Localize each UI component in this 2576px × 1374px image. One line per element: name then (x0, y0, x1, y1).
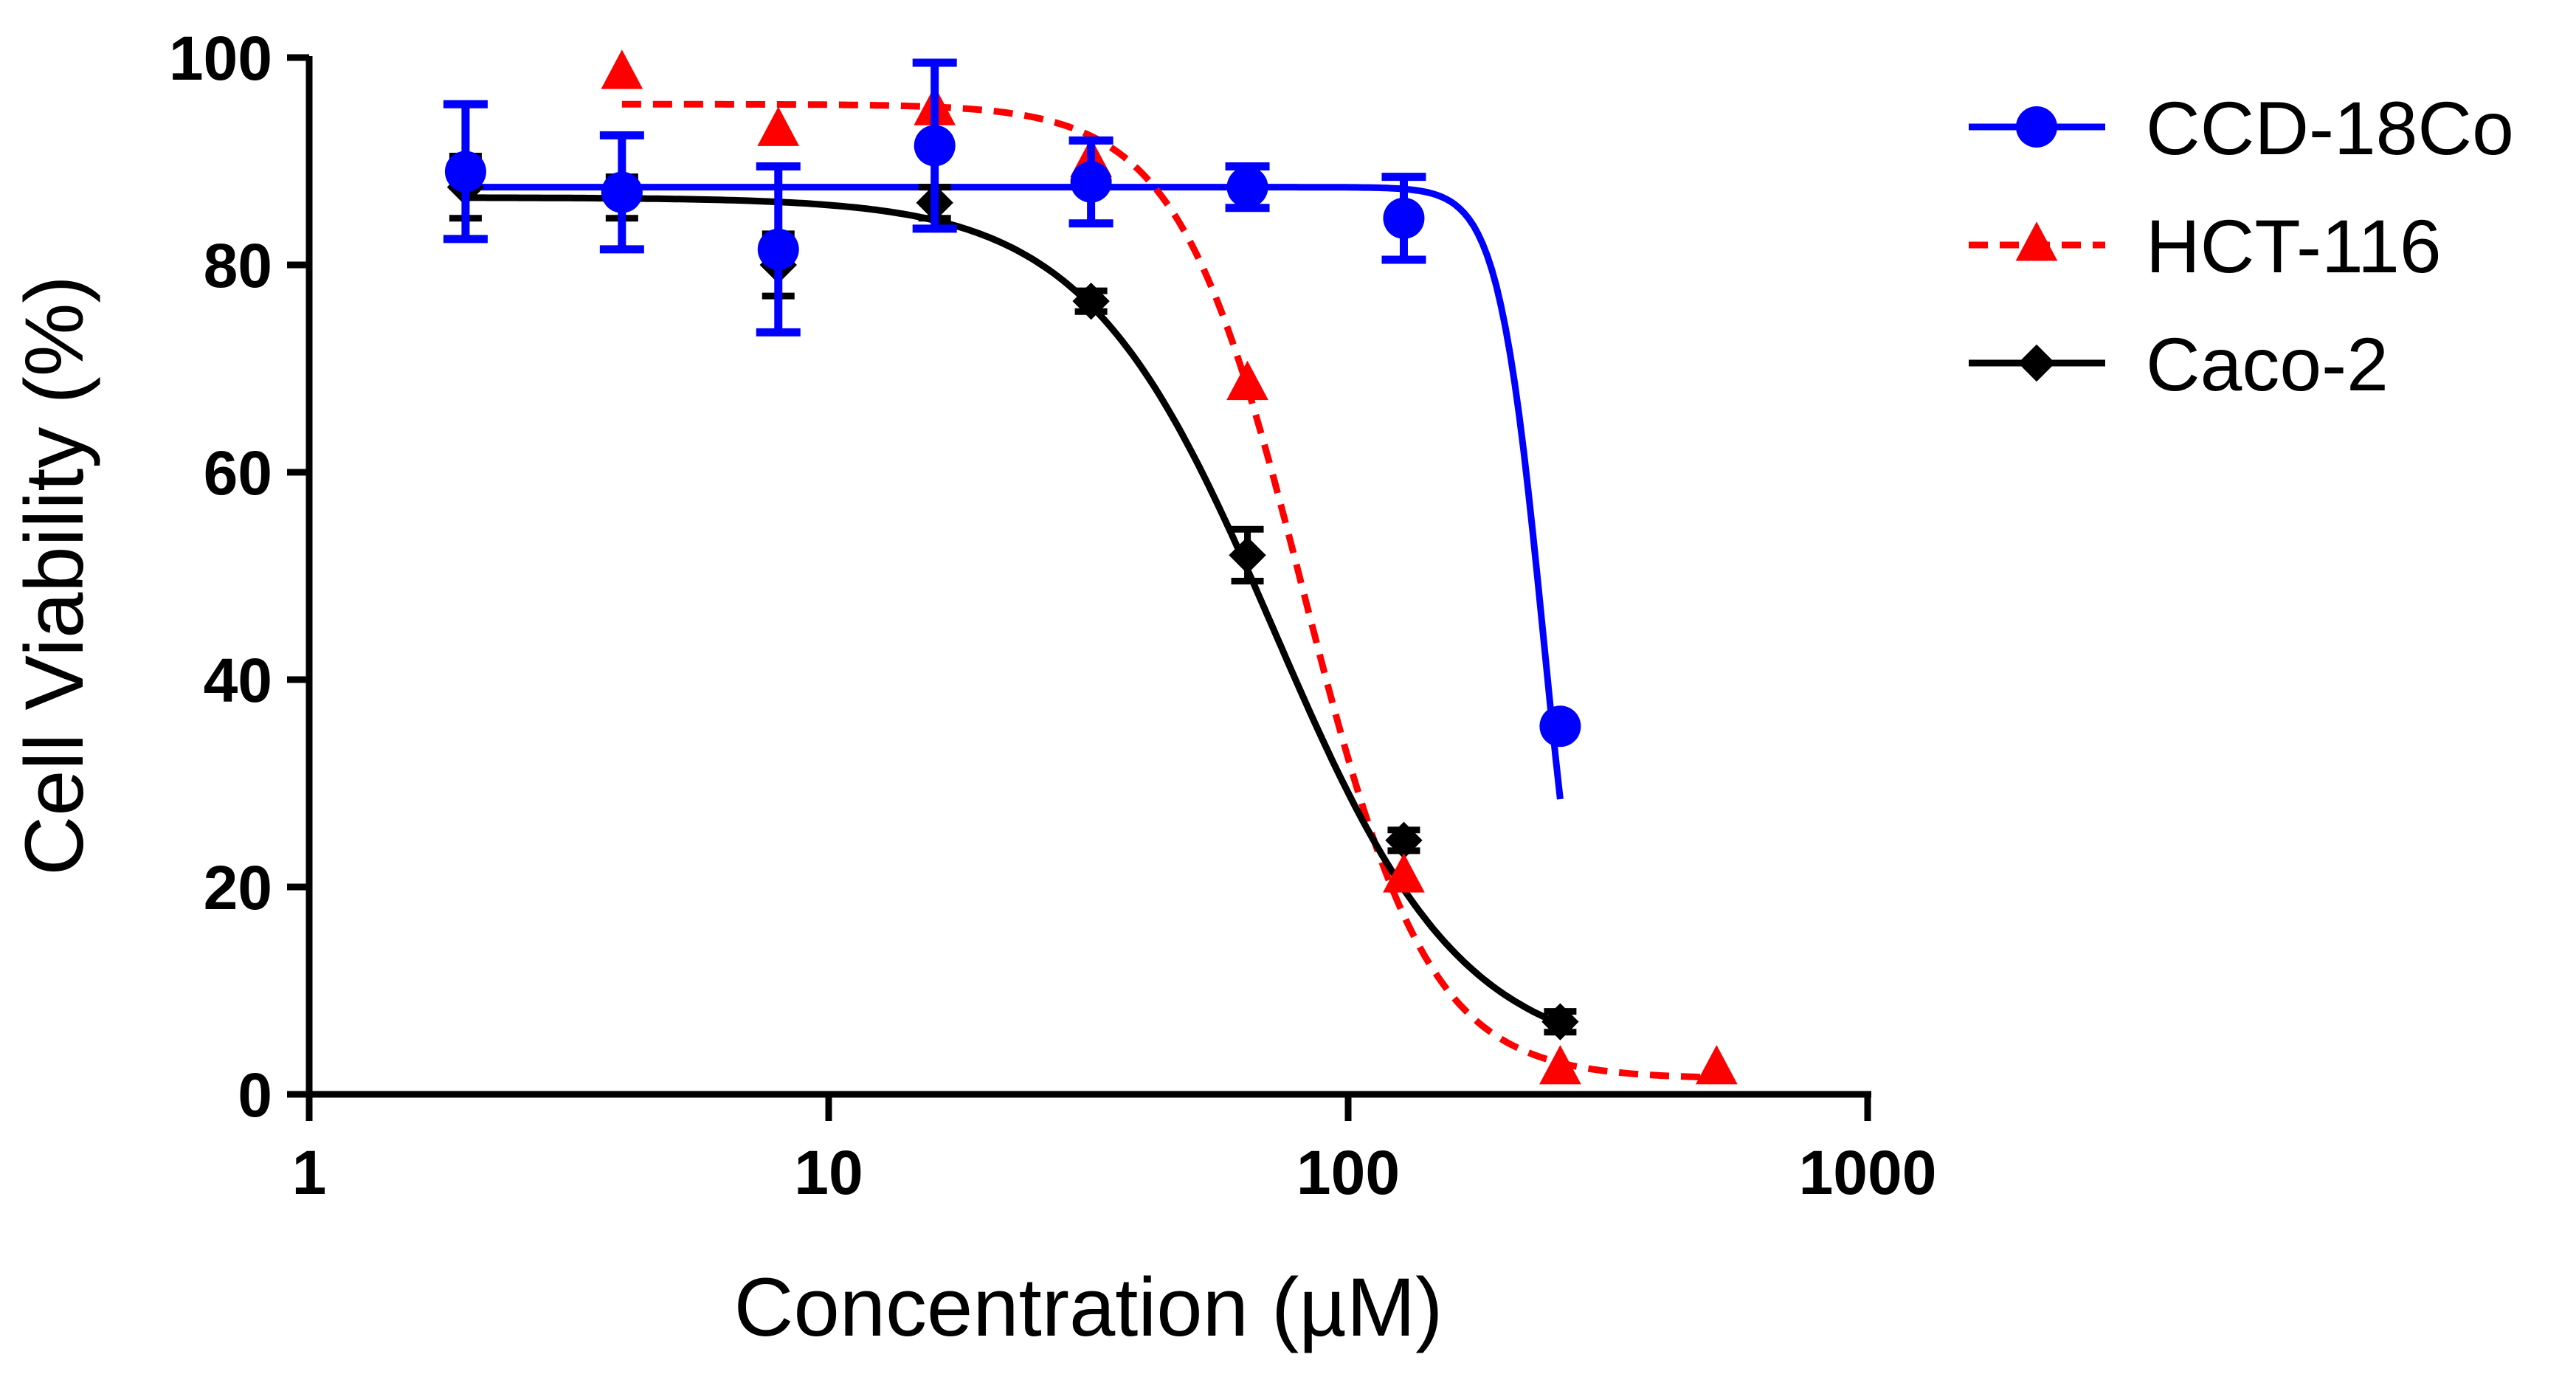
y-ticks: 0 20 40 60 80 100 (169, 24, 309, 1130)
y-tick-label: 60 (204, 438, 272, 508)
ccd-18co-fit-curve (465, 184, 1564, 800)
legend-hct-116-label: HCT-116 (2146, 204, 2442, 289)
hct-116-data-point (1695, 1045, 1738, 1085)
y-tick-label: 0 (238, 1060, 272, 1130)
ccd-18co-data-point (444, 151, 486, 193)
ccd-18co-points (443, 58, 1581, 748)
legend-hct-116-marker (2015, 221, 2058, 261)
hct-116-data-point (601, 49, 643, 89)
caco-2-points (446, 152, 1579, 1040)
legend-ccd-18co-marker (2016, 106, 2057, 148)
hct-116-data-point (1383, 853, 1425, 893)
y-tick-label: 100 (169, 24, 272, 93)
ccd-18co-data-point (757, 228, 799, 270)
y-tick-label: 20 (204, 853, 272, 922)
legend-caco-2-label: Caco-2 (2146, 322, 2389, 407)
ccd-18co-data-point (1226, 166, 1268, 208)
x-tick-label: 10 (794, 1138, 863, 1207)
hct-116-data-point (757, 106, 800, 146)
caco-2-data-point (1541, 1003, 1579, 1040)
hct-116-data-point (1226, 360, 1268, 401)
ccd-18co-data-point (1383, 197, 1425, 239)
legend-ccd-18co-label: CCD-18Co (2146, 86, 2514, 170)
ccd-18co-data-point (1070, 161, 1112, 203)
hct-116-data-point (1539, 1045, 1581, 1085)
caco-2-data-point (1072, 282, 1110, 320)
y-axis-title: Cell Viability (%) (8, 275, 100, 875)
y-tick-label: 80 (204, 231, 272, 300)
series-layer (443, 49, 1738, 1085)
hct-116-fit-curve (621, 100, 1717, 1081)
x-tick-label: 100 (1296, 1138, 1400, 1207)
caco-2-fit-curve (465, 194, 1562, 1027)
x-ticks: 1 10 100 1000 (292, 1094, 1937, 1207)
ccd-18co-data-point (601, 171, 643, 213)
x-tick-label: 1000 (1799, 1138, 1937, 1207)
ccd-18co-data-point (914, 125, 956, 167)
legend-caco-2-marker (2017, 344, 2056, 382)
x-axis-title: Concentration (µM) (734, 1261, 1443, 1353)
axes: 0 20 40 60 80 100 1 10 100 1000 (169, 24, 1937, 1207)
caco-2-data-point (1385, 821, 1423, 859)
caco-2-data-point (1229, 536, 1266, 574)
y-tick-label: 40 (204, 646, 272, 715)
x-tick-label: 1 (292, 1138, 327, 1207)
ccd-18co-data-point (1539, 705, 1581, 748)
legend: CCD-18Co HCT-116 Caco-2 (1969, 86, 2514, 407)
